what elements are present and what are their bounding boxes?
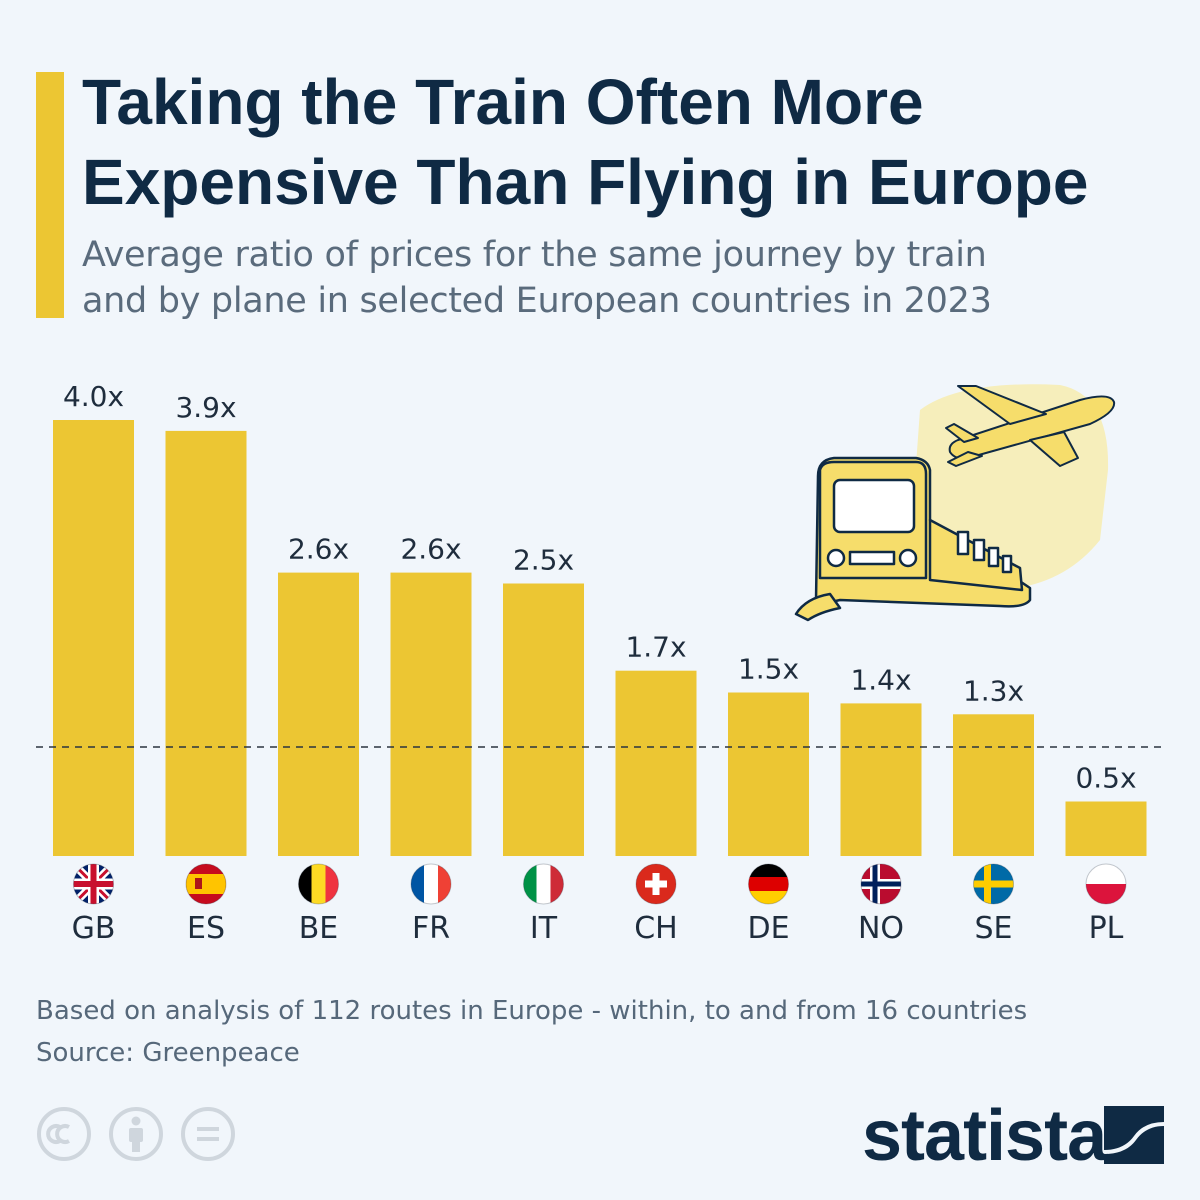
data-label-gb: 4.0x [63,380,124,413]
chart-title: Taking the Train Often More Expensive Th… [82,62,1182,222]
pl-flag-icon [1085,863,1127,905]
bar-se [953,714,1034,856]
category-label-fr: FR [412,911,450,946]
footnote-source: Source: Greenpeace [36,1038,300,1068]
category-label-no: NO [858,911,904,946]
category-label-it: IT [530,911,558,946]
bar-be [278,572,359,856]
se-flag-icon [973,863,1014,905]
bar-es [165,430,247,856]
train-plane-illustration [794,384,1116,622]
data-label-fr: 2.6x [400,533,461,566]
bar-de [728,692,809,856]
data-label-be: 2.6x [288,533,349,566]
footnote-note: Based on analysis of 112 routes in Europ… [36,996,1028,1026]
chart-subtitle-line-2: and by plane in selected European countr… [82,281,992,321]
data-label-pl: 0.5x [1075,762,1136,795]
statista-logo-icon[interactable] [1104,1106,1164,1164]
license-icons [37,1107,235,1161]
bar-ch [615,670,697,856]
footnote: Based on analysis of 112 routes in Europ… [36,990,1166,1074]
data-label-it: 2.5x [513,544,574,577]
category-label-se: SE [975,911,1013,946]
chart-title-line-1: Taking the Train Often More [82,66,924,138]
bar-fr [390,572,472,856]
category-label-es: ES [187,911,225,946]
category-label-ch: CH [634,911,678,946]
cc-icon[interactable] [37,1107,91,1161]
data-label-es: 3.9x [175,391,236,424]
no-derivatives-icon[interactable] [181,1107,235,1161]
ch-flag-icon [635,863,677,905]
data-label-no: 1.4x [850,663,911,696]
bar-pl [1065,801,1147,856]
data-label-de: 1.5x [738,653,799,686]
be-flag-icon [298,863,339,905]
statista-logo-text[interactable]: statista [862,1096,1107,1176]
category-label-pl: PL [1089,911,1124,946]
bar-gb [53,420,134,856]
chart-subtitle-line-1: Average ratio of prices for the same jou… [82,235,987,275]
bar-no [840,703,922,856]
category-label-be: BE [299,911,339,946]
train-icon [794,456,1032,622]
no-flag-icon [860,863,902,905]
es-flag-icon [185,863,227,905]
chart-subtitle: Average ratio of prices for the same jou… [82,232,1162,324]
fr-flag-icon [410,863,452,905]
category-label-gb: GB [72,911,116,946]
attribution-icon[interactable] [109,1107,163,1161]
category-label-de: DE [747,911,789,946]
data-label-se: 1.3x [963,674,1024,707]
chart-title-line-2: Expensive Than Flying in Europe [82,146,1089,218]
bar-it [503,583,584,856]
gb-flag-icon [73,863,114,905]
it-flag-icon [523,863,564,905]
title-accent-bar [36,72,64,318]
de-flag-icon [748,863,789,905]
data-label-ch: 1.7x [625,631,686,664]
airplane-icon [945,385,1116,467]
